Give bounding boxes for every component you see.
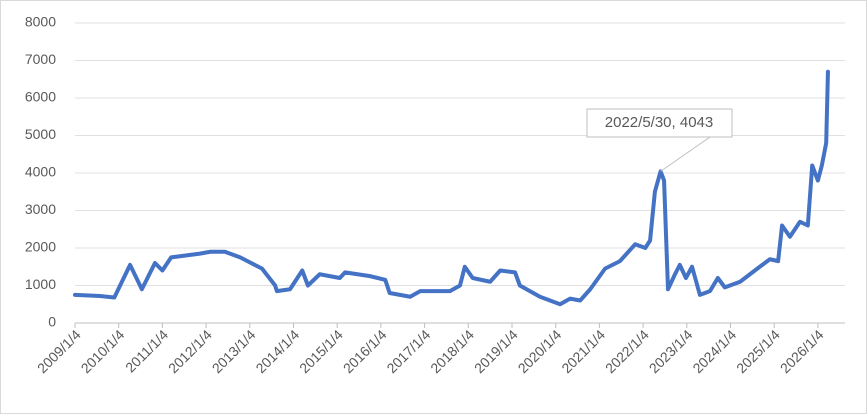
y-tick-label: 3000 (25, 201, 56, 217)
y-tick-label: 4000 (25, 164, 56, 180)
annotation-leader (660, 136, 711, 172)
y-tick-label: 8000 (25, 14, 56, 30)
y-tick-label: 5000 (25, 126, 56, 142)
y-tick-label: 6000 (25, 89, 56, 105)
line-series (73, 69, 830, 307)
y-tick-label: 0 (48, 314, 56, 330)
annotation-box (586, 108, 733, 138)
y-tick-label: 1000 (25, 276, 56, 292)
y-tick-label: 2000 (25, 239, 56, 255)
y-tick-label: 7000 (25, 51, 56, 67)
annotation: 2022/5/30, 4043 (605, 114, 713, 131)
